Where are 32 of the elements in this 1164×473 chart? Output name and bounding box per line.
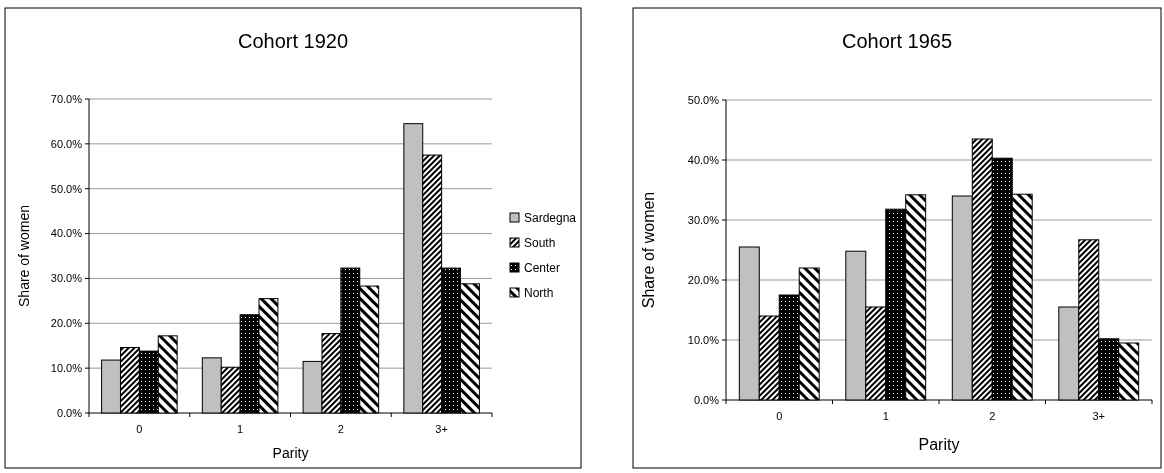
y-axis-title: Share of women	[16, 205, 32, 307]
x-tick-label: 1	[882, 410, 889, 422]
x-tick-label: 0	[136, 423, 143, 435]
legend-label: Center	[524, 261, 561, 276]
y-tick-label: 70.0%	[50, 92, 83, 105]
y-tick-label: 20.0%	[50, 317, 83, 330]
y-tick-label: 0.0%	[693, 393, 720, 406]
y-tick-label: 0.0%	[56, 406, 83, 419]
y-tick-label: 60.0%	[50, 137, 83, 150]
y-tick-label: 40.0%	[50, 227, 83, 240]
chart-title: Cohort 1920	[237, 30, 349, 52]
x-tick-label: 2	[989, 410, 996, 422]
x-axis-title: Parity	[918, 436, 960, 453]
y-tick-label: 40.0%	[687, 153, 720, 166]
legend-label: South	[524, 236, 556, 251]
x-axis-title: Parity	[272, 445, 309, 461]
y-tick-label: 10.0%	[50, 361, 83, 374]
y-tick-label: 50.0%	[50, 182, 83, 195]
y-axis-title: Share of women	[640, 191, 657, 309]
legend-label: North	[524, 286, 554, 301]
x-tick-label: 0	[776, 410, 783, 422]
x-tick-label: 1	[237, 423, 244, 435]
legend-label: Sardegna	[524, 211, 577, 226]
chart-title: Cohort 1965	[841, 30, 953, 52]
y-tick-label: 30.0%	[687, 213, 720, 226]
y-tick-label: 50.0%	[687, 93, 720, 106]
y-tick-label: 10.0%	[687, 333, 720, 346]
x-tick-label: 3+	[435, 423, 448, 435]
x-tick-label: 3+	[1092, 410, 1106, 422]
x-tick-label: 2	[337, 423, 344, 435]
y-tick-label: 20.0%	[687, 273, 720, 286]
y-tick-label: 30.0%	[50, 272, 83, 285]
